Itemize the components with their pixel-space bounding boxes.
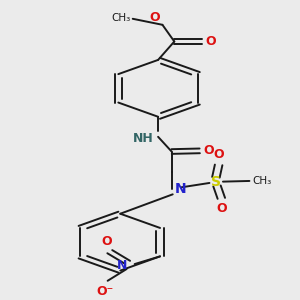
Text: NH: NH bbox=[133, 133, 153, 146]
Text: O: O bbox=[203, 144, 214, 158]
Text: N: N bbox=[117, 259, 128, 272]
Text: S: S bbox=[211, 175, 221, 189]
Text: N: N bbox=[174, 182, 186, 196]
Text: O: O bbox=[206, 35, 216, 48]
Text: CH₃: CH₃ bbox=[111, 13, 130, 23]
Text: O: O bbox=[216, 202, 226, 215]
Text: O⁻: O⁻ bbox=[97, 285, 114, 298]
Text: CH₃: CH₃ bbox=[252, 176, 272, 186]
Text: O: O bbox=[213, 148, 224, 161]
Text: O: O bbox=[150, 11, 160, 24]
Text: O: O bbox=[102, 235, 112, 248]
